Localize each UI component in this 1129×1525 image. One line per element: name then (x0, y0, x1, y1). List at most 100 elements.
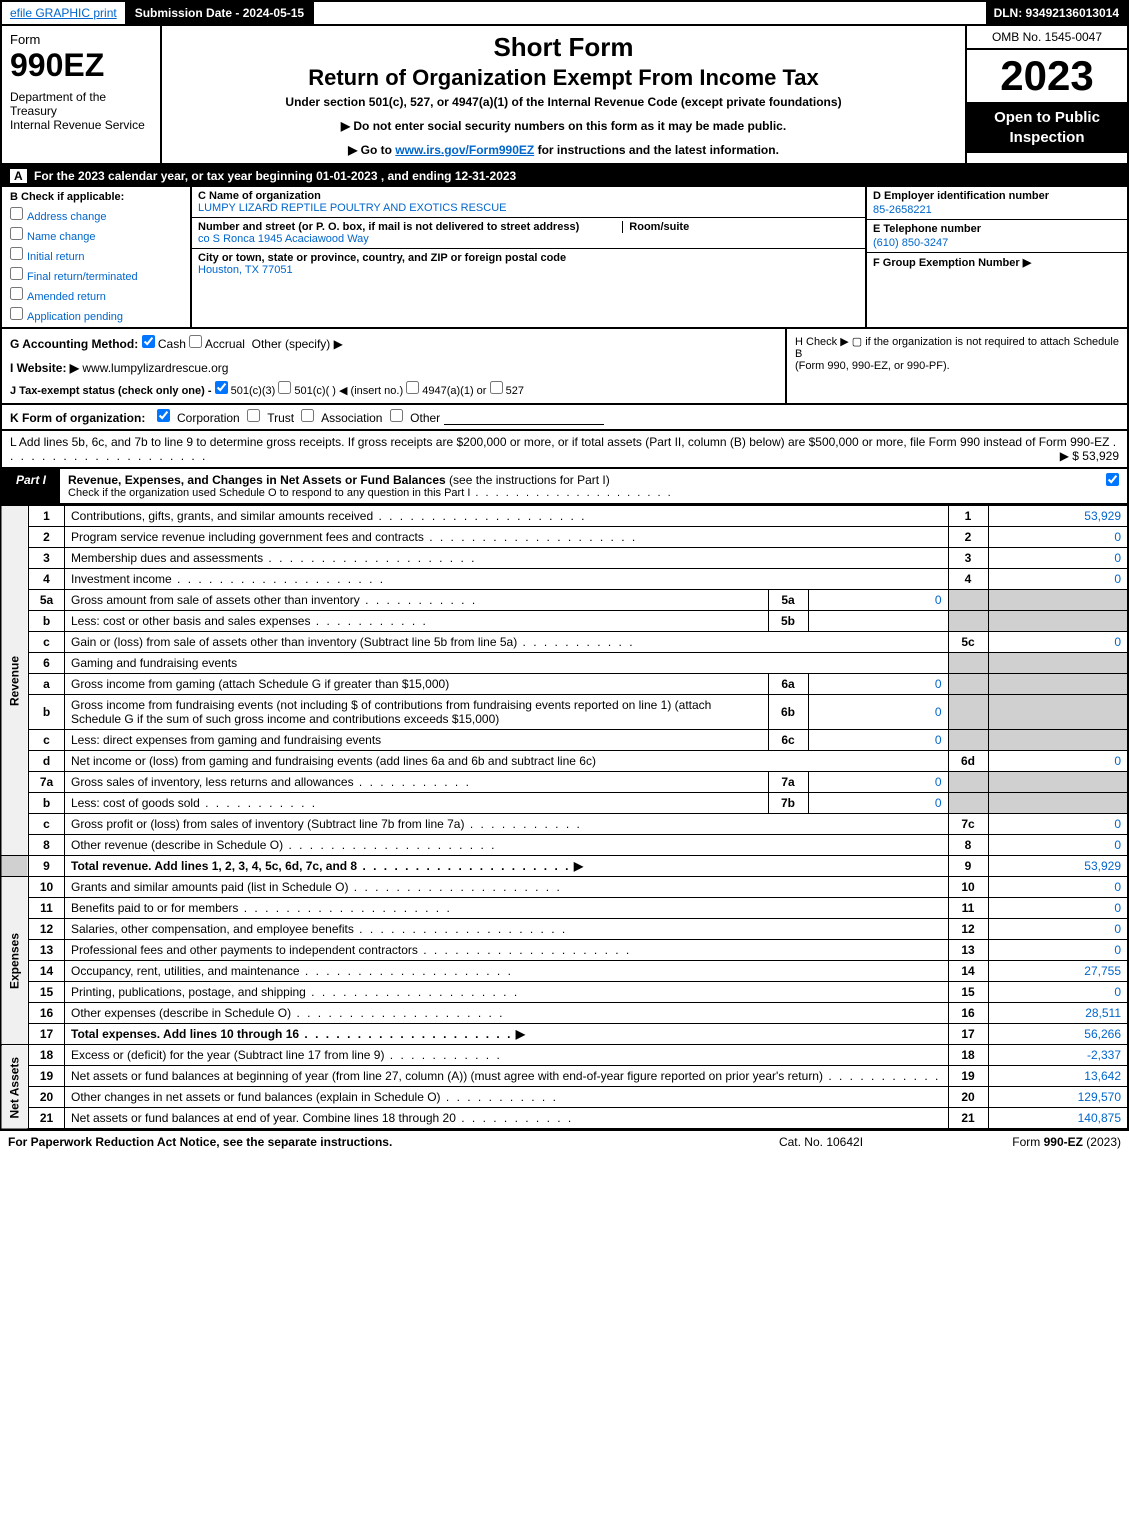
chk-501c3[interactable] (215, 381, 228, 394)
num-6d: 6d (948, 751, 988, 772)
subval-5a: 0 (808, 590, 948, 611)
ln-10: 10 (29, 877, 65, 898)
open-to-public: Open to Public Inspection (967, 102, 1127, 153)
chk-amended-return[interactable]: Amended return (10, 287, 182, 303)
val-14: 27,755 (988, 961, 1128, 982)
num-4: 4 (948, 569, 988, 590)
val-19: 13,642 (988, 1066, 1128, 1087)
chk-501c[interactable] (278, 381, 291, 394)
num-8: 8 (948, 835, 988, 856)
ln-6c: c (29, 730, 65, 751)
row-h: H Check ▶ ▢ if the organization is not r… (787, 329, 1127, 403)
subval-6a: 0 (808, 674, 948, 695)
num-3: 3 (948, 548, 988, 569)
d-label: D Employer identification number (873, 190, 1049, 202)
chk-4947[interactable] (406, 381, 419, 394)
ln-6b: b (29, 695, 65, 730)
desc-5c: Gain or (loss) from sale of assets other… (71, 635, 517, 649)
chk-association[interactable] (301, 409, 314, 422)
header-center: Short Form Return of Organization Exempt… (162, 26, 967, 163)
row-g: G Accounting Method: Cash Accrual Other … (2, 329, 787, 403)
sub-7a: 7a (768, 772, 808, 793)
tax-year: 2023 (967, 50, 1127, 102)
row-a: A For the 2023 calendar year, or tax yea… (0, 165, 1129, 187)
subval-5b (808, 611, 948, 632)
footer: For Paperwork Reduction Act Notice, see … (0, 1130, 1129, 1153)
chk-application-pending[interactable]: Application pending (10, 307, 182, 323)
num-16: 16 (948, 1003, 988, 1024)
efile-link[interactable]: efile GRAPHIC print (2, 2, 127, 24)
col-b: B Check if applicable: Address change Na… (2, 187, 192, 327)
org-address: co S Ronca 1945 Acaciawood Way (198, 233, 369, 245)
part1-check[interactable] (1098, 469, 1127, 503)
num-7c: 7c (948, 814, 988, 835)
num-19: 19 (948, 1066, 988, 1087)
row-l: L Add lines 5b, 6c, and 7b to line 9 to … (0, 431, 1129, 469)
h-text1: H Check ▶ ▢ if the organization is not r… (795, 335, 1119, 360)
subtitle-goto: ▶ Go to www.irs.gov/Form990EZ for instru… (172, 143, 955, 157)
desc-7a: Gross sales of inventory, less returns a… (71, 775, 354, 789)
num-5c: 5c (948, 632, 988, 653)
sub-5b: 5b (768, 611, 808, 632)
chk-initial-return[interactable]: Initial return (10, 247, 182, 263)
desc-16: Other expenses (describe in Schedule O) (71, 1006, 291, 1020)
telephone: (610) 850-3247 (873, 237, 1121, 249)
website-link[interactable]: www.lumpylizardrescue.org (82, 361, 228, 375)
chk-527[interactable] (490, 381, 503, 394)
desc-5b: Less: cost or other basis and sales expe… (71, 614, 310, 628)
ln-4: 4 (29, 569, 65, 590)
desc-6: Gaming and fundraising events (65, 653, 949, 674)
ln-9: 9 (29, 856, 65, 877)
sub-6b: 6b (768, 695, 808, 730)
expenses-side-label: Expenses (1, 877, 29, 1045)
desc-8: Other revenue (describe in Schedule O) (71, 838, 283, 852)
chk-name-change[interactable]: Name change (10, 227, 182, 243)
val-11: 0 (988, 898, 1128, 919)
ln-7c: c (29, 814, 65, 835)
chk-other-org[interactable] (390, 409, 403, 422)
desc-7b: Less: cost of goods sold (71, 796, 200, 810)
g-label: G Accounting Method: (10, 337, 138, 351)
val-15: 0 (988, 982, 1128, 1003)
title-return: Return of Organization Exempt From Incom… (172, 65, 955, 91)
desc-2: Program service revenue including govern… (71, 530, 424, 544)
desc-14: Occupancy, rent, utilities, and maintena… (71, 964, 300, 978)
val-10: 0 (988, 877, 1128, 898)
form-number: 990EZ (10, 47, 152, 84)
netassets-side-label: Net Assets (1, 1045, 29, 1130)
subval-6c: 0 (808, 730, 948, 751)
chk-trust[interactable] (247, 409, 260, 422)
header-right: OMB No. 1545-0047 2023 Open to Public In… (967, 26, 1127, 163)
val-18: -2,337 (988, 1045, 1128, 1066)
irs-link[interactable]: www.irs.gov/Form990EZ (395, 143, 534, 157)
ln-14: 14 (29, 961, 65, 982)
desc-13: Professional fees and other payments to … (71, 943, 418, 957)
ln-8: 8 (29, 835, 65, 856)
section-bcdef: B Check if applicable: Address change Na… (0, 187, 1129, 329)
subval-7b: 0 (808, 793, 948, 814)
ln-13: 13 (29, 940, 65, 961)
revenue-side-label: Revenue (1, 506, 29, 856)
val-7c: 0 (988, 814, 1128, 835)
row-k: K Form of organization: Corporation Trus… (0, 405, 1129, 431)
dln: DLN: 93492136013014 (986, 2, 1127, 24)
sub-6c: 6c (768, 730, 808, 751)
department: Department of the Treasury Internal Reve… (10, 90, 152, 132)
subval-7a: 0 (808, 772, 948, 793)
e-label: E Telephone number (873, 223, 981, 235)
desc-17: Total expenses. Add lines 10 through 16 (71, 1027, 299, 1041)
val-2: 0 (988, 527, 1128, 548)
chk-accrual[interactable] (189, 335, 202, 348)
col-def: D Employer identification number 85-2658… (867, 187, 1127, 327)
subtitle-section: Under section 501(c), 527, or 4947(a)(1)… (172, 95, 955, 109)
ln-6: 6 (29, 653, 65, 674)
chk-address-change[interactable]: Address change (10, 207, 182, 223)
chk-cash[interactable] (142, 335, 155, 348)
chk-corporation[interactable] (157, 409, 170, 422)
subtitle-ssn: ▶ Do not enter social security numbers o… (172, 119, 955, 133)
chk-final-return[interactable]: Final return/terminated (10, 267, 182, 283)
gross-receipts: ▶ $ 53,929 (1060, 449, 1119, 463)
header-left: Form 990EZ Department of the Treasury In… (2, 26, 162, 163)
sub-7b: 7b (768, 793, 808, 814)
l-text: L Add lines 5b, 6c, and 7b to line 9 to … (10, 435, 1109, 449)
